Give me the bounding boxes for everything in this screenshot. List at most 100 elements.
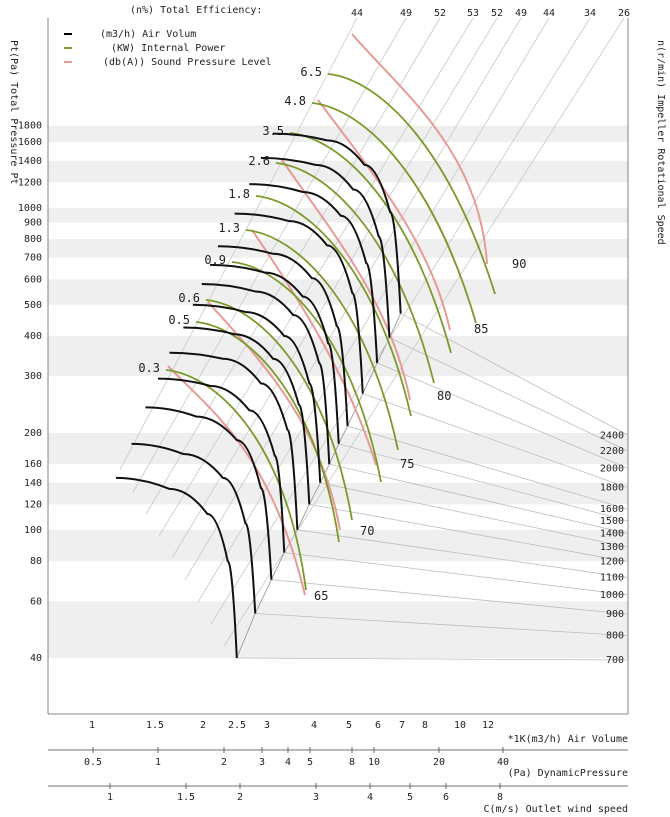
- efficiency-line: [184, 17, 522, 581]
- y-tick-label: 1200: [18, 177, 42, 188]
- x-axis-2-tick: 20: [433, 757, 445, 768]
- air-volume-curve: [273, 132, 402, 314]
- speed-line: [389, 337, 629, 452]
- air-volume-curve: [192, 303, 322, 483]
- speed-label: 2000: [600, 464, 624, 475]
- grid-band: [48, 207, 628, 223]
- sound-curve: [317, 99, 451, 331]
- x-axis-2-tick: 8: [349, 757, 355, 768]
- air-volume-curve: [158, 377, 286, 553]
- x-axis-3-tick: 2: [237, 792, 243, 803]
- speed-line: [338, 443, 629, 522]
- efficiency-line: [145, 17, 441, 515]
- x-axis-3-tick: 6: [443, 792, 449, 803]
- speed-label: 1400: [600, 529, 624, 540]
- x-axis-2-tick: 40: [497, 757, 509, 768]
- power-curve: [195, 321, 340, 543]
- power-label: 3.5: [262, 124, 284, 138]
- speed-label: 2200: [600, 446, 624, 457]
- power-curve: [255, 195, 412, 417]
- plot-frame: [47, 18, 629, 715]
- grid-band: [48, 125, 628, 143]
- x-axis-1-tick: 1: [89, 720, 95, 731]
- legend: (m3/h) Air Volum (KW) Internal Power (db…: [64, 29, 272, 68]
- efficiency-line: [210, 17, 591, 625]
- legend-internal-power: (KW) Internal Power: [111, 43, 225, 54]
- speed-label: 900: [606, 609, 624, 620]
- y-tick-label: 600: [24, 274, 42, 285]
- air-volume-curve: [217, 245, 349, 427]
- power-curve: [311, 102, 477, 324]
- power-curve: [275, 162, 435, 384]
- power-label: 1.8: [228, 187, 250, 201]
- y-tick-label: 300: [24, 371, 42, 382]
- air-volume-curve: [210, 263, 340, 444]
- x-axis-3-tick: 4: [367, 792, 373, 803]
- y-tick-label: 800: [24, 234, 42, 245]
- speed-label: 2400: [600, 430, 624, 441]
- speed-line: [309, 503, 629, 563]
- grid-band: [48, 239, 628, 258]
- air-volume-curve: [145, 406, 273, 580]
- air-volume-curve: [201, 283, 331, 465]
- y-tick-label: 500: [24, 300, 42, 311]
- power-label: 2.6: [248, 154, 270, 168]
- y-axis-label: Pt(Pa) Total Pressure Pt: [8, 40, 19, 185]
- efficiency-label: 26: [618, 8, 630, 19]
- power-curve: [205, 299, 353, 521]
- x-axis-2-tick: 2: [221, 757, 227, 768]
- x-axis-1-tick: 3: [264, 720, 270, 731]
- sound-curve: [167, 365, 306, 596]
- speed-label: 1500: [600, 516, 624, 527]
- efficiency-line: [223, 17, 625, 647]
- power-curve: [245, 229, 399, 451]
- power-label: 1.3: [218, 221, 240, 235]
- x-axis-2-tick: 4: [285, 757, 291, 768]
- grid-band: [48, 279, 628, 305]
- x-axis-1-label: *1K(m3/h) Air Volume: [508, 734, 628, 745]
- x-axis-3-tick: 1: [107, 792, 113, 803]
- x-axis-1-tick: 2.5: [228, 720, 246, 731]
- legend-air-volume: (m3/h) Air Volum: [100, 29, 196, 40]
- efficiency-line: [171, 17, 498, 559]
- efficiency-label: 44: [351, 8, 363, 19]
- speed-label: 1800: [600, 483, 624, 494]
- speed-label: 1100: [600, 573, 624, 584]
- x-axis-2-tick: 1: [155, 757, 161, 768]
- air-volume-curve: [169, 351, 299, 530]
- power-label: 4.8: [284, 94, 306, 108]
- power-label: 0.3: [138, 361, 160, 375]
- sound-label: 75: [400, 457, 414, 471]
- efficiency-label: 52: [491, 8, 503, 19]
- x-axis-3-tick: 1.5: [177, 792, 195, 803]
- x-axis-3-label: C(m/s) Outlet wind speed: [484, 804, 629, 815]
- air-volume-curves: [116, 132, 402, 659]
- sound-label: 65: [314, 589, 328, 603]
- y-tick-label: 400: [24, 331, 42, 342]
- air-volume-curve: [260, 156, 391, 338]
- efficiency-line: [158, 17, 474, 537]
- efficiency-label: 44: [543, 8, 555, 19]
- x-axes: 1 1.5 2 2.5 3 4 5 6 7 8 10 12*1K(m3/h) Air Volume0.…: [48, 720, 628, 815]
- x-axis-1-tick: 6: [375, 720, 381, 731]
- speed-line: [284, 552, 629, 596]
- x-axis-2-tick: 5: [307, 757, 313, 768]
- y-tick-label: 40: [30, 653, 42, 664]
- x-axis-2-tick: 3: [259, 757, 265, 768]
- y-tick-label: 700: [24, 253, 42, 264]
- x-axis-1-tick: 5: [346, 720, 352, 731]
- speed-label: 800: [606, 631, 624, 642]
- y-tick-label: 1600: [18, 137, 42, 148]
- efficiency-label: 49: [515, 8, 527, 19]
- power-label: 0.9: [204, 253, 226, 267]
- efficiency-label: 34: [584, 8, 596, 19]
- grid-band: [48, 482, 628, 505]
- speed-label: 1000: [600, 590, 624, 601]
- speed-line: [236, 657, 629, 661]
- speed-line: [347, 425, 629, 510]
- y-tick-label: 80: [30, 556, 42, 567]
- speed-line: [297, 529, 629, 578]
- x-axis-1-tick: 1.5: [146, 720, 164, 731]
- x-axis-2-tick: 0.5: [84, 757, 102, 768]
